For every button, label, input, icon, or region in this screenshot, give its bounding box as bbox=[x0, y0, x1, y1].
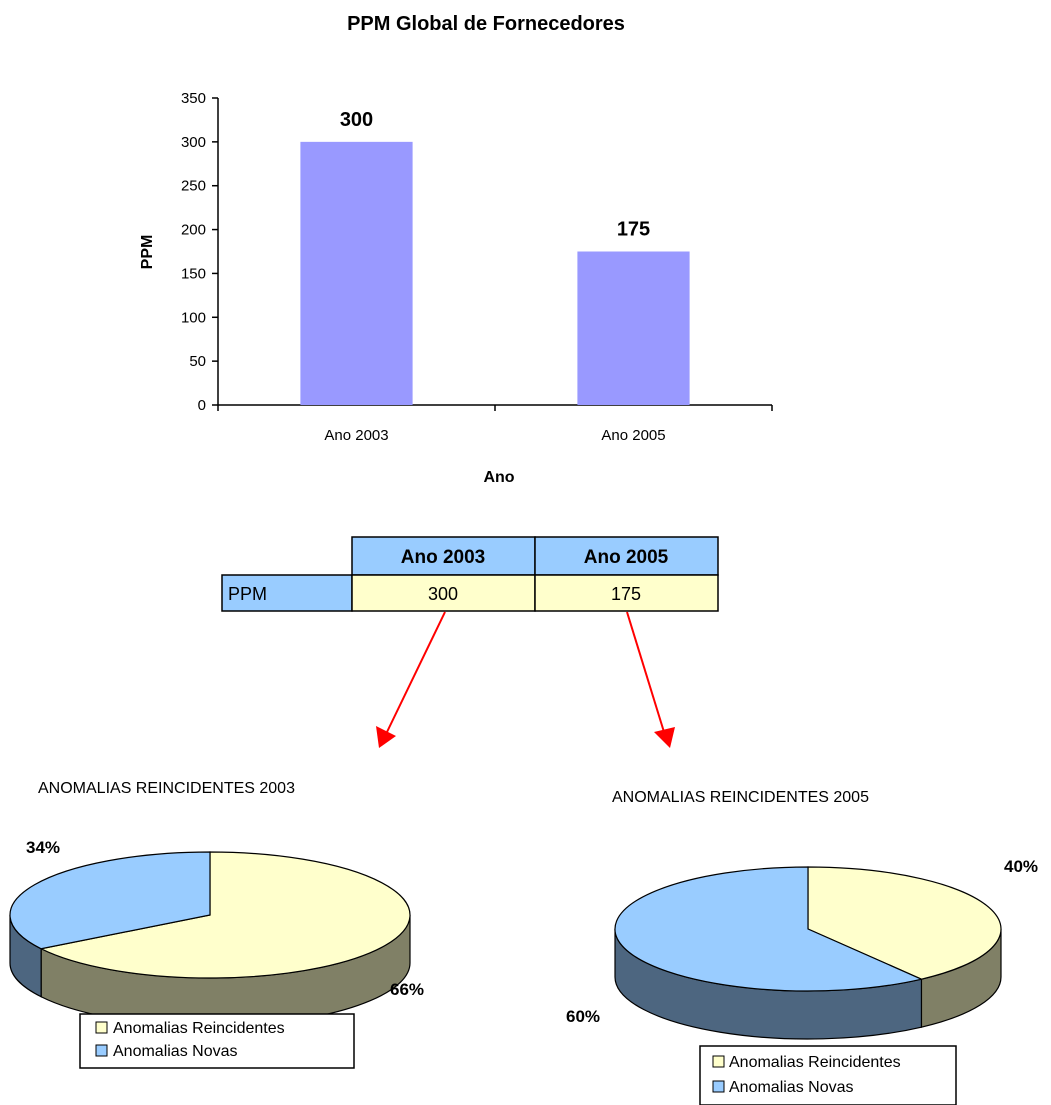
arrow-2003-line bbox=[386, 611, 446, 733]
arrows bbox=[376, 611, 675, 748]
legend-label-novas: Anomalias Novas bbox=[729, 1079, 854, 1096]
y-tick-labels: 0 50 100 150 200 250 300 350 bbox=[181, 90, 206, 414]
legend-swatch-reincidentes bbox=[95, 1021, 108, 1034]
table-cell-1 bbox=[351, 574, 536, 612]
pie-chart-2003: ANOMALIAS REINCIDENTES 2003 34% 66% Anom… bbox=[9, 780, 424, 1069]
data-table: Ano 2003 Ano 2005 PPM 300 175 bbox=[221, 536, 719, 612]
pie-2003-title: ANOMALIAS REINCIDENTES 2003 bbox=[38, 780, 295, 797]
table-header-2003: Ano 2003 bbox=[401, 547, 485, 568]
pie-2005-title: ANOMALIAS REINCIDENTES 2005 bbox=[612, 789, 869, 806]
table-cell-2 bbox=[534, 574, 719, 612]
legend-box bbox=[79, 1013, 355, 1069]
x-tick-label: Ano 2003 bbox=[324, 427, 388, 444]
table-header-2005: Ano 2005 bbox=[584, 547, 669, 568]
bar-0 bbox=[300, 141, 413, 405]
legend-swatch-reincidentes bbox=[712, 1055, 725, 1068]
y-tick-label: 250 bbox=[181, 178, 206, 195]
pie-2003-slices bbox=[9, 851, 411, 1027]
pie-2005-slices bbox=[614, 866, 1002, 1040]
table-value-2005: 175 bbox=[611, 584, 641, 604]
bar-marks bbox=[300, 141, 690, 405]
x-axis-title: Ano bbox=[483, 469, 514, 486]
pie-slice-1 bbox=[614, 866, 924, 992]
y-tick-label: 0 bbox=[198, 397, 206, 414]
pie-slice-0 bbox=[807, 866, 1002, 980]
x-tick-labels: Ano 2003 Ano 2005 bbox=[324, 427, 665, 444]
table-header-cell-1 bbox=[351, 536, 536, 576]
x-tick-label: Ano 2005 bbox=[601, 427, 665, 444]
legend-label-novas: Anomalias Novas bbox=[113, 1043, 238, 1060]
legend-label-reincidentes: Anomalias Reincidentes bbox=[113, 1020, 285, 1037]
y-tick-label: 350 bbox=[181, 90, 206, 107]
bar-data-labels: 300 175 bbox=[340, 109, 650, 241]
bar-data-label: 175 bbox=[617, 219, 650, 241]
bar-1 bbox=[577, 251, 690, 405]
arrow-2005-head bbox=[654, 727, 675, 748]
pie-2003-legend: Anomalias Reincidentes Anomalias Novas bbox=[79, 1013, 355, 1069]
y-axis-title: PPM bbox=[139, 235, 156, 270]
pie-2003-label-reincidentes: 66% bbox=[390, 980, 424, 999]
y-tick-label: 150 bbox=[181, 265, 206, 282]
y-tick-label: 100 bbox=[181, 309, 206, 326]
pie-2005-legend: Anomalias Reincidentes Anomalias Novas bbox=[699, 1045, 957, 1105]
legend-swatch-novas bbox=[95, 1044, 108, 1057]
table-row-label: PPM bbox=[228, 584, 267, 604]
pie-slice-1 bbox=[9, 851, 211, 950]
bar-chart-title: PPM Global de Fornecedores bbox=[347, 13, 625, 35]
pie-2005-label-reincidentes: 40% bbox=[1004, 857, 1038, 876]
y-tick-label: 50 bbox=[189, 353, 206, 370]
arrow-2003-head bbox=[376, 726, 396, 748]
table-row-label-cell bbox=[221, 574, 353, 612]
legend-box bbox=[699, 1045, 957, 1105]
y-tick-label: 200 bbox=[181, 222, 206, 239]
bar-data-label: 300 bbox=[340, 109, 373, 131]
pie-2005-label-novas: 60% bbox=[566, 1007, 600, 1026]
legend-swatch-novas bbox=[712, 1080, 725, 1093]
pie-2003-label-novas: 34% bbox=[26, 838, 60, 857]
arrow-2005-line bbox=[626, 611, 665, 733]
y-tick-label: 300 bbox=[181, 134, 206, 151]
bar-chart: PPM Global de Fornecedores PPM Ano 0 50 10… bbox=[139, 13, 773, 486]
legend-label-reincidentes: Anomalias Reincidentes bbox=[729, 1054, 901, 1071]
pie-chart-2005: ANOMALIAS REINCIDENTES 2005 40% 60% Anom… bbox=[566, 789, 1038, 1105]
pie-slice-0 bbox=[39, 851, 411, 979]
table-value-2003: 300 bbox=[428, 584, 458, 604]
